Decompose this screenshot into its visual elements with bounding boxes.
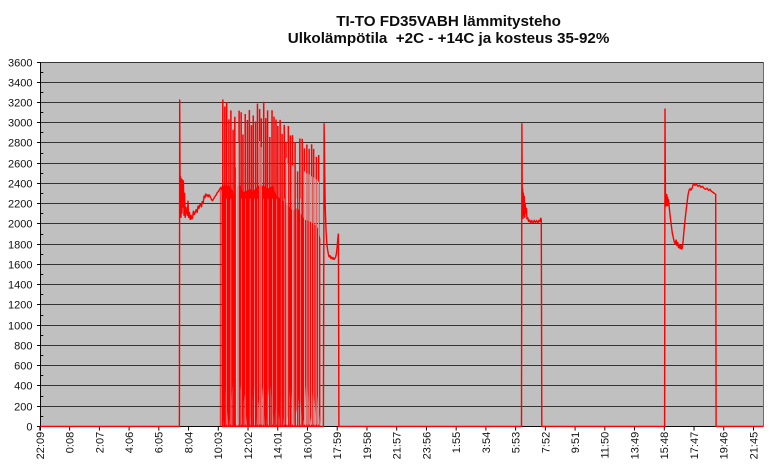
svg-text:2600: 2600: [8, 158, 32, 170]
svg-text:14:01: 14:01: [273, 432, 285, 460]
svg-text:5:53: 5:53: [511, 432, 523, 453]
svg-text:0: 0: [26, 421, 32, 433]
svg-text:19:46: 19:46: [719, 432, 731, 460]
svg-text:17:59: 17:59: [332, 432, 344, 460]
svg-text:4:06: 4:06: [124, 432, 136, 453]
svg-text:15:48: 15:48: [659, 432, 671, 460]
svg-text:800: 800: [14, 340, 32, 352]
svg-text:22:09: 22:09: [35, 432, 47, 460]
svg-text:3400: 3400: [8, 77, 32, 89]
svg-text:12:02: 12:02: [243, 432, 255, 460]
svg-text:17:47: 17:47: [689, 432, 701, 460]
svg-text:1000: 1000: [8, 320, 32, 332]
svg-text:2:07: 2:07: [94, 432, 106, 453]
svg-text:400: 400: [14, 380, 32, 392]
svg-text:10:03: 10:03: [213, 432, 225, 460]
svg-text:3200: 3200: [8, 97, 32, 109]
svg-text:Ulkolämpötila +2C - +14C ja k: Ulkolämpötila +2C - +14C ja kosteus 35-9…: [288, 30, 610, 47]
svg-text:1400: 1400: [8, 279, 32, 291]
svg-text:1800: 1800: [8, 239, 32, 251]
svg-text:600: 600: [14, 360, 32, 372]
svg-text:9:51: 9:51: [570, 432, 582, 453]
svg-text:13:49: 13:49: [629, 432, 641, 460]
svg-text:TI-TO FD35VABH lämmitysteho: TI-TO FD35VABH lämmitysteho: [336, 13, 561, 30]
svg-text:1600: 1600: [8, 259, 32, 271]
svg-text:3600: 3600: [8, 57, 32, 69]
svg-text:19:58: 19:58: [362, 432, 374, 460]
svg-text:3000: 3000: [8, 117, 32, 129]
svg-text:7:52: 7:52: [540, 432, 552, 453]
svg-text:8:04: 8:04: [183, 432, 195, 453]
svg-text:16:00: 16:00: [302, 432, 314, 460]
svg-text:1:55: 1:55: [451, 432, 463, 453]
svg-text:21:57: 21:57: [392, 432, 404, 460]
svg-text:1200: 1200: [8, 299, 32, 311]
svg-text:2200: 2200: [8, 198, 32, 210]
svg-text:2000: 2000: [8, 218, 32, 230]
svg-text:200: 200: [14, 401, 32, 413]
svg-text:6:05: 6:05: [154, 432, 166, 453]
svg-text:2800: 2800: [8, 137, 32, 149]
svg-text:2400: 2400: [8, 178, 32, 190]
svg-text:23:56: 23:56: [421, 432, 433, 460]
svg-text:0:08: 0:08: [65, 432, 77, 453]
svg-text:3:54: 3:54: [481, 432, 493, 453]
svg-text:21:45: 21:45: [748, 432, 760, 460]
svg-text:11:50: 11:50: [600, 432, 612, 459]
